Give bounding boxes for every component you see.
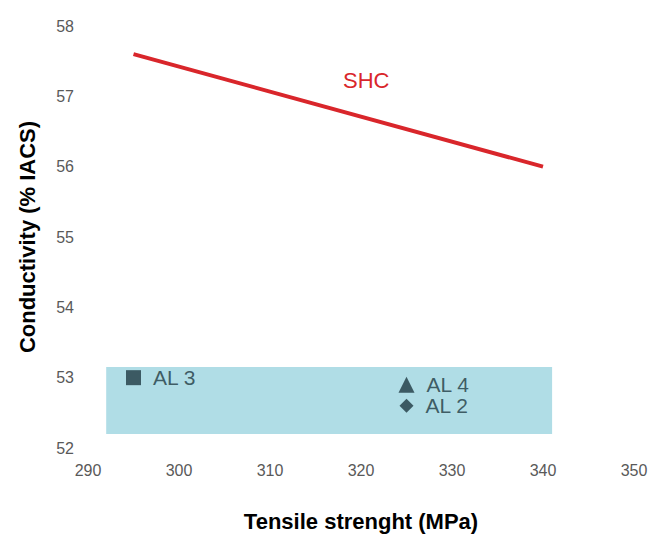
svg-text:290: 290 — [75, 462, 102, 479]
svg-text:57: 57 — [56, 88, 74, 105]
svg-text:AL 4: AL 4 — [427, 373, 470, 396]
svg-text:AL 3: AL 3 — [153, 366, 195, 389]
svg-text:55: 55 — [56, 229, 74, 246]
svg-text:SHC: SHC — [343, 68, 390, 93]
svg-text:Tensile strenght (MPa): Tensile strenght (MPa) — [244, 509, 478, 534]
svg-text:340: 340 — [530, 462, 557, 479]
svg-text:56: 56 — [56, 158, 74, 175]
svg-text:310: 310 — [257, 462, 284, 479]
svg-text:58: 58 — [56, 18, 74, 35]
svg-text:53: 53 — [56, 369, 74, 386]
svg-text:AL 2: AL 2 — [426, 394, 468, 417]
svg-text:54: 54 — [56, 299, 74, 316]
svg-text:Conductivity (% IACS): Conductivity (% IACS) — [15, 121, 40, 353]
svg-text:330: 330 — [439, 462, 466, 479]
svg-text:350: 350 — [621, 462, 648, 479]
svg-text:320: 320 — [348, 462, 375, 479]
svg-text:300: 300 — [166, 462, 193, 479]
svg-text:52: 52 — [56, 440, 74, 457]
